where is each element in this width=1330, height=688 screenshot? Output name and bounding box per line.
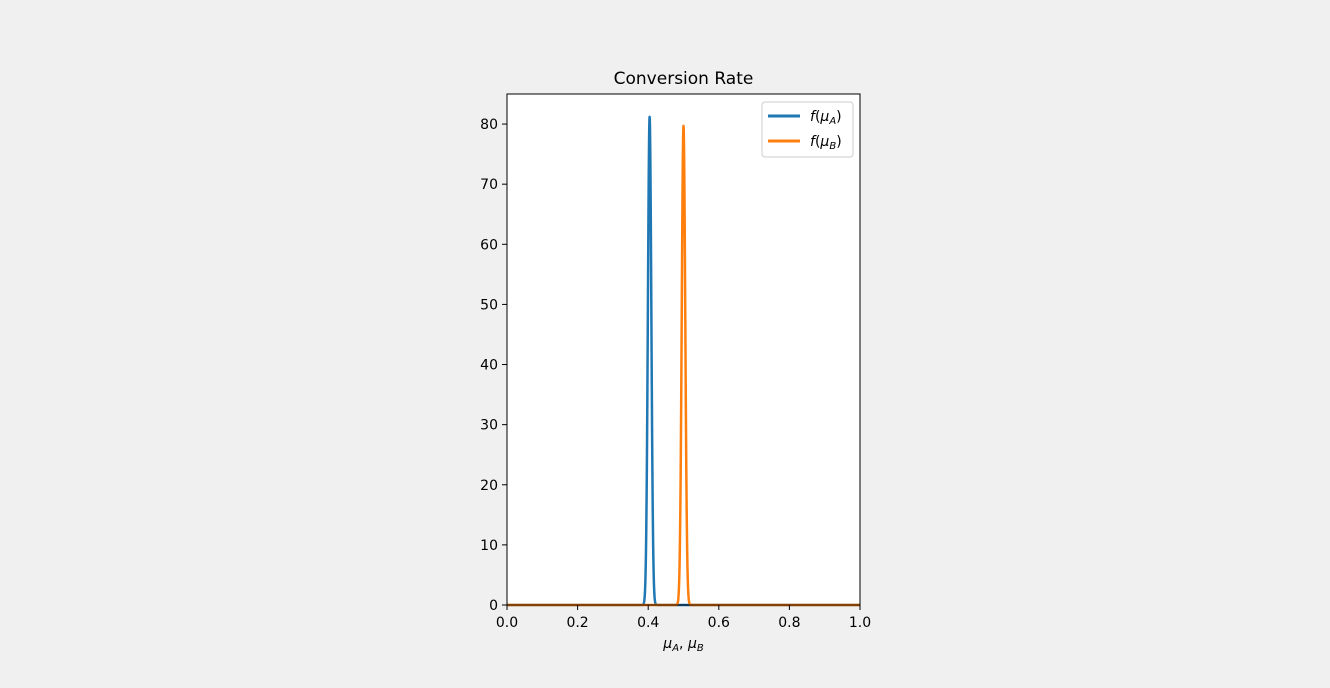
- y-tick-label: 50: [480, 297, 498, 313]
- x-axis-ticks: 0.0 0.2 0.4 0.6 0.8 1.0: [496, 605, 871, 631]
- plot-frame: [506, 93, 861, 606]
- x-tick-label: 0.0: [496, 615, 518, 631]
- y-tick-label: 20: [480, 478, 498, 494]
- x-tick-label: 0.2: [566, 615, 588, 631]
- x-tick-label: 0.4: [637, 615, 659, 631]
- y-tick-label: 40: [480, 358, 498, 374]
- y-tick-label: 0: [489, 598, 498, 614]
- legend: f(μA) f(μB): [761, 101, 854, 158]
- y-tick-label: 80: [480, 117, 498, 133]
- x-tick-label: 0.6: [708, 615, 730, 631]
- y-tick-label: 60: [480, 237, 498, 253]
- y-axis-ticks: 0 10 20 30 40 50 60 70 80: [480, 117, 507, 614]
- x-tick-label: 1.0: [849, 615, 871, 631]
- chart-title: Conversion Rate: [614, 69, 754, 89]
- legend-label-b: f(μB): [810, 134, 842, 152]
- y-tick-label: 10: [480, 538, 498, 554]
- y-tick-label: 70: [480, 177, 498, 193]
- x-tick-label: 0.8: [778, 615, 800, 631]
- x-axis-label: μA, μB: [662, 636, 704, 654]
- legend-label-a: f(μA): [810, 109, 842, 127]
- y-tick-label: 30: [480, 418, 498, 434]
